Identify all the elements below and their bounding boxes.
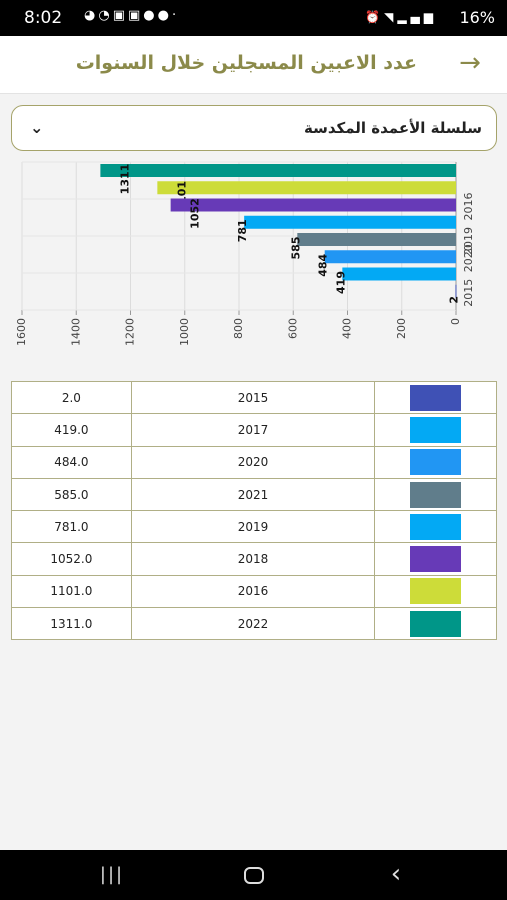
bar-2016 (157, 181, 456, 195)
axis-tick-label: 0 (449, 318, 462, 325)
bar-2018 (170, 198, 456, 212)
color-cell (374, 477, 497, 512)
year-cell: 2018 (130, 542, 376, 576)
color-cell (374, 574, 497, 609)
category-label: 2015 (462, 279, 475, 307)
value-cell: 1101.0 (11, 574, 132, 609)
recents-icon[interactable]: ||| (99, 864, 125, 885)
color-swatch (410, 513, 462, 540)
color-swatch (410, 449, 462, 476)
axis-tick-label: 1600 (15, 318, 28, 346)
color-cell (374, 510, 497, 544)
chart-type-dropdown[interactable]: سلسلة الأعمدة المكدسة ⌄ (11, 105, 497, 151)
table-row: 1052.0 2018 (11, 542, 497, 576)
data-label-2018: 1052 (189, 198, 202, 229)
color-swatch (410, 384, 462, 411)
bar-2020 (324, 250, 456, 264)
value-cell: 585.0 (11, 477, 132, 512)
bar-2015 (455, 284, 457, 298)
value-cell: 2.0 (11, 380, 132, 415)
dot-icon: · (171, 8, 180, 23)
vpn-icon: ▣ (112, 8, 128, 23)
axis-tick-label: 200 (395, 318, 408, 339)
color-swatch (410, 546, 462, 573)
data-label-2019: 781 (236, 219, 249, 242)
facebook-icon: ● (157, 8, 172, 23)
axis-tick-label: 1400 (69, 318, 82, 346)
status-bar: 8:02 ◕◔▣▣●●· ⏰◥▂▄▆ 16% (0, 0, 507, 36)
bar-2019 (244, 215, 456, 229)
table-row: 585.0 2021 (11, 477, 497, 512)
alarm-icon: ⏰ (365, 10, 385, 24)
data-label-2021: 585 (289, 237, 302, 260)
color-swatch (410, 578, 462, 605)
category-label: 2019 (462, 227, 475, 255)
axis-tick-label: 1000 (178, 318, 191, 346)
color-swatch (410, 610, 462, 637)
vpn-icon: ▣ (127, 8, 144, 23)
data-label-2017: 419 (334, 271, 347, 294)
category-label: 2016 (462, 193, 475, 221)
status-time: 8:02 (24, 8, 63, 28)
year-cell: 2021 (130, 477, 376, 512)
table-row: 484.0 2020 (11, 445, 497, 479)
system-nav-bar: ||| ‹ (0, 850, 507, 900)
data-label-2022: 1311 (118, 164, 131, 195)
bar-chart: 0200400600800100012001400160013111101105… (15, 161, 475, 346)
color-cell (374, 380, 497, 415)
bar-2021 (297, 233, 456, 246)
color-swatch (410, 416, 462, 443)
value-cell: 781.0 (11, 510, 132, 544)
data-table: 2.0 2015 419.0 2017 484.0 2020 585.0 2021 781.0 2… (11, 380, 497, 641)
home-icon[interactable] (234, 860, 274, 890)
signal-icon: ▂▄▆ (397, 10, 437, 24)
value-cell: 1052.0 (11, 542, 132, 576)
color-swatch (410, 481, 462, 508)
axis-tick-label: 600 (286, 318, 299, 339)
table-row: 2.0 2015 (11, 380, 497, 415)
chevron-down-icon: ⌄ (30, 118, 44, 137)
value-cell: 1311.0 (11, 607, 132, 641)
back-chevron-icon[interactable]: ‹ (390, 859, 402, 889)
year-cell: 2016 (130, 574, 376, 609)
year-cell: 2022 (130, 607, 376, 641)
app-header: عدد الاعبين المسجلين خلال السنوات → (0, 36, 507, 94)
value-cell: 484.0 (11, 445, 132, 479)
table-row: 1101.0 2016 (11, 574, 497, 609)
table-row: 419.0 2017 (11, 413, 497, 447)
arrow-right-icon[interactable]: → (459, 48, 481, 78)
dropdown-selected-value: سلسلة الأعمدة المكدسة (303, 119, 482, 137)
year-cell: 2019 (130, 510, 376, 544)
data-label-2020: 484 (317, 253, 330, 276)
table-row: 1311.0 2022 (11, 607, 497, 641)
notification-icons: ◕◔▣▣●●· (84, 8, 179, 23)
bar-2022 (100, 164, 457, 177)
system-icons: ⏰◥▂▄▆ (365, 10, 437, 24)
color-cell (374, 607, 497, 641)
category-label: 2020 (462, 244, 475, 272)
color-cell (374, 445, 497, 479)
table-row: 781.0 2019 (11, 510, 497, 544)
value-cell: 419.0 (11, 413, 132, 447)
color-cell (374, 542, 497, 576)
year-cell: 2015 (130, 380, 376, 415)
whatsapp-icon: ◔ (98, 8, 113, 23)
page-title: عدد الاعبين المسجلين خلال السنوات (75, 52, 417, 74)
axis-tick-label: 400 (341, 318, 354, 339)
battery-level: 16% (459, 8, 495, 27)
color-cell (374, 413, 497, 447)
messenger-icon: ◕ (84, 8, 99, 23)
year-cell: 2020 (130, 445, 376, 479)
bar-2017 (342, 267, 456, 281)
facebook-icon: ● (143, 8, 158, 23)
axis-tick-label: 800 (232, 318, 245, 339)
axis-tick-label: 1200 (124, 318, 137, 346)
year-cell: 2017 (130, 413, 376, 447)
data-label-2015: 2 (447, 296, 460, 304)
wifi-icon: ◥ (384, 10, 398, 24)
